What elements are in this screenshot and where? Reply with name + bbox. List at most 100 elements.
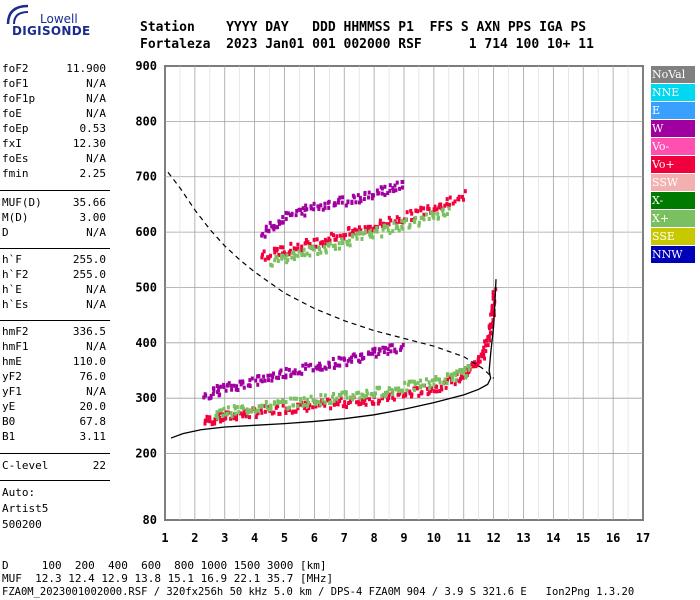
echo-point (281, 253, 285, 258)
echo-point (284, 375, 288, 380)
echo-point (235, 417, 239, 422)
echo-point (441, 207, 445, 212)
echo-point (234, 387, 238, 392)
echo-point (296, 253, 300, 258)
echo-point (387, 392, 391, 397)
echo-point (359, 401, 363, 406)
echo-point (290, 410, 294, 415)
echo-point (375, 225, 379, 230)
echo-point (224, 416, 228, 421)
echo-point (230, 387, 234, 392)
echo-point (269, 253, 273, 258)
echo-point (368, 351, 372, 356)
echo-point (400, 388, 404, 393)
echo-point (270, 378, 274, 383)
param-row: foF1 N/A (2, 77, 108, 91)
echo-point (445, 202, 449, 207)
echo-point (359, 352, 363, 357)
echo-point (463, 365, 467, 370)
echo-point (242, 385, 246, 390)
echo-point (359, 228, 363, 233)
echo-point (396, 225, 400, 230)
echo-point (222, 406, 226, 411)
echo-point (427, 390, 431, 395)
echo-point (299, 207, 303, 212)
echo-point (431, 213, 435, 218)
echo-point (351, 228, 355, 233)
echo-point (277, 221, 281, 226)
echo-point (380, 234, 384, 239)
echo-point (346, 200, 350, 205)
echo-point (336, 200, 340, 205)
echo-point (312, 247, 316, 252)
param-row: hmE 110.0 (2, 355, 108, 369)
echo-point (324, 250, 328, 255)
echo-point (281, 398, 285, 403)
echo-point (490, 324, 494, 329)
echo-point (450, 377, 454, 382)
echo-point (304, 238, 308, 243)
echo-point (467, 367, 471, 372)
echo-point (329, 400, 333, 405)
echo-point (399, 388, 403, 393)
x-tick-label: 17 (636, 531, 650, 545)
echo-point (240, 412, 244, 417)
echo-point (394, 350, 398, 355)
echo-point (286, 406, 290, 411)
echo-point (247, 383, 251, 388)
echo-point (260, 403, 264, 408)
echo-point (276, 401, 280, 406)
echo-point (417, 223, 421, 228)
param-label: hmF1 (2, 340, 29, 353)
param-label: yF2 (2, 370, 22, 383)
echo-point (294, 213, 298, 218)
echo-point (400, 218, 404, 223)
echo-point (350, 359, 354, 364)
echo-point (321, 398, 325, 403)
echo-point (284, 210, 288, 215)
echo-point (355, 391, 359, 396)
param-value: 12.30 (72, 137, 106, 150)
y-tick-label: 500 (135, 280, 157, 294)
param-row: D N/A (2, 226, 108, 240)
echo-point (212, 388, 216, 393)
x-tick-label: 4 (251, 531, 258, 545)
echo-point (288, 405, 292, 410)
echo-point (430, 378, 434, 383)
echo-point (215, 410, 219, 415)
echo-point (422, 217, 426, 222)
echo-point (394, 386, 398, 391)
echo-point (328, 241, 332, 246)
echo-point (276, 259, 280, 264)
echo-point (327, 243, 331, 248)
echo-point (307, 363, 311, 368)
echo-point (323, 403, 327, 408)
echo-point (409, 208, 413, 213)
param-value: N/A (86, 107, 106, 120)
echo-point (383, 184, 387, 189)
echo-point (285, 253, 289, 258)
param-value: 3.00 (79, 211, 107, 224)
echo-point (476, 357, 480, 362)
echo-point (344, 203, 348, 208)
echo-point (281, 403, 285, 408)
echo-point (293, 253, 297, 258)
y-tick-label: 800 (135, 114, 157, 128)
echo-point (329, 406, 333, 411)
echo-point (349, 395, 353, 400)
param-value: 255.0 (72, 253, 106, 266)
header-labels: Station YYYY DAY DDD HHMMSS P1 FFS S AXN… (140, 20, 587, 35)
echo-point (332, 365, 336, 370)
echo-point (333, 361, 337, 366)
param-value: N/A (86, 340, 106, 353)
echo-point (250, 376, 254, 381)
echo-point (343, 403, 347, 408)
echo-point (263, 378, 267, 383)
echo-point (319, 203, 323, 208)
echo-point (209, 393, 213, 398)
echo-point (450, 380, 454, 385)
echo-point (374, 354, 378, 359)
echo-point (333, 201, 337, 206)
echo-point (288, 408, 292, 413)
